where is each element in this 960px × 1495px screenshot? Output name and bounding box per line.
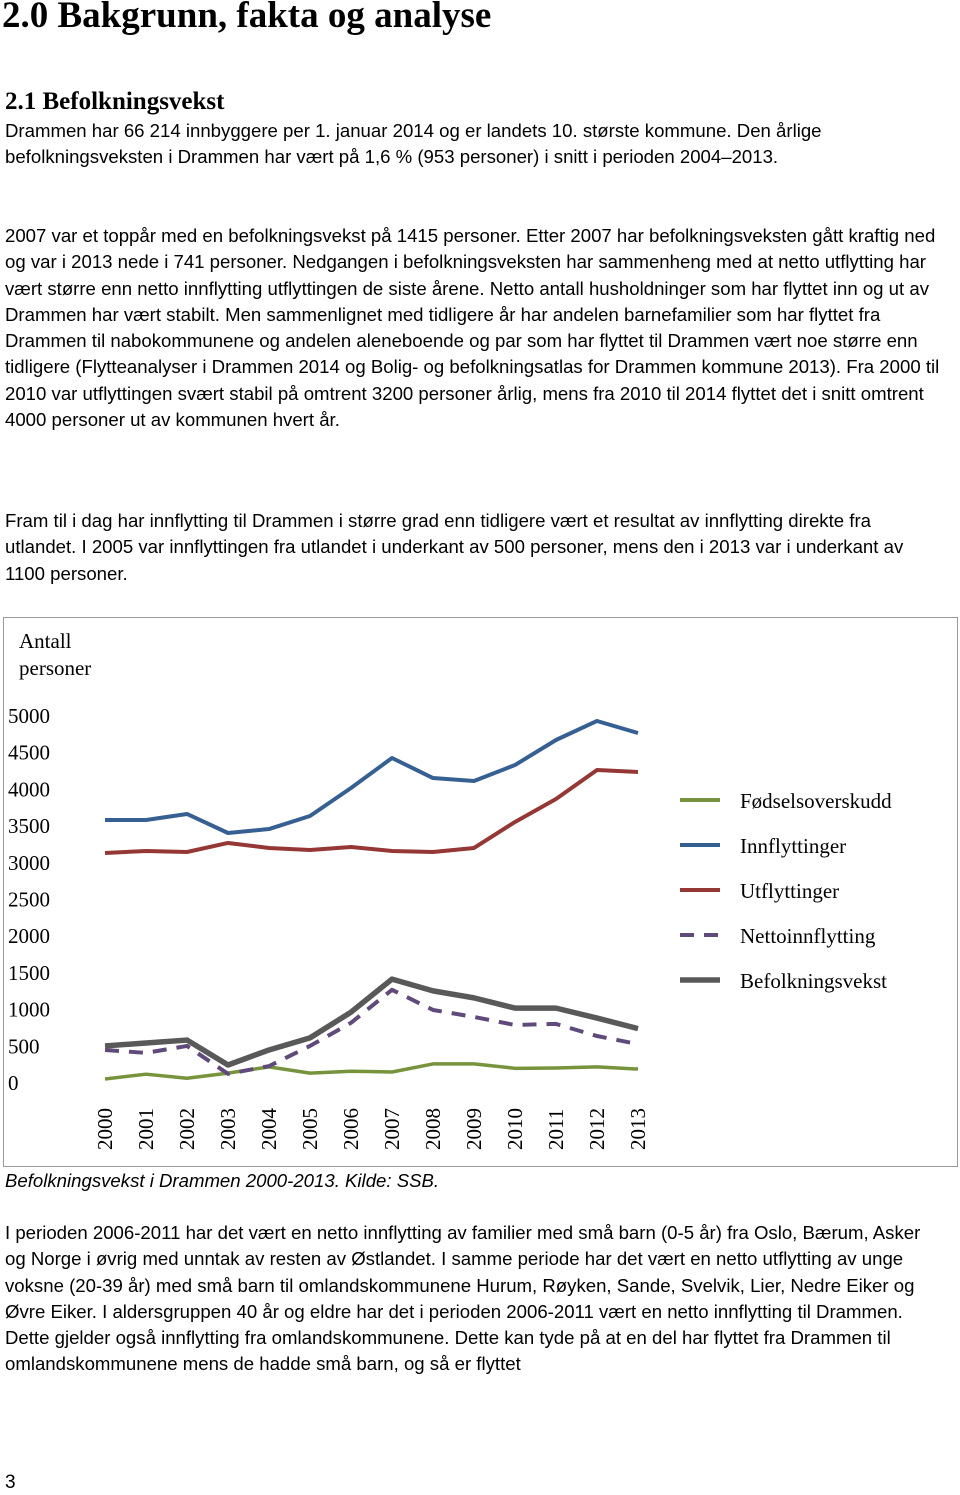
x-tick-label: 2005 — [298, 1108, 322, 1150]
legend-label: Utflyttinger — [740, 879, 839, 903]
x-tick-label: 2003 — [216, 1108, 240, 1150]
x-tick-label: 2002 — [175, 1108, 199, 1150]
series-line — [104, 976, 639, 1068]
x-tick-label: 2000 — [93, 1108, 117, 1150]
y-axis-title: Antall personer — [19, 629, 92, 680]
series-line — [104, 987, 639, 1076]
paragraph: I perioden 2006-2011 har det vært en net… — [5, 1222, 921, 1375]
x-tick-label: 2007 — [380, 1108, 404, 1150]
y-tick-label: 2500 — [8, 888, 50, 912]
x-tick-label: 2004 — [257, 1108, 281, 1151]
x-tick-label: 2012 — [585, 1108, 609, 1150]
y-tick-label: 4500 — [8, 741, 50, 765]
y-tick-label: 1500 — [8, 961, 50, 985]
y-tick-label: 0 — [8, 1071, 19, 1095]
x-tick-label: 2013 — [626, 1108, 650, 1150]
y-tick-label: 3000 — [8, 851, 50, 875]
series-line — [105, 718, 639, 835]
x-tick-label: 2009 — [462, 1108, 486, 1150]
x-tick-label: 2010 — [503, 1108, 527, 1150]
series-line — [104, 768, 639, 855]
x-tick-label: 2011 — [544, 1109, 568, 1150]
y-tick-label: 3500 — [8, 814, 50, 838]
chart: 0 500 1000 1500 2000 2500 3000 3500 4000 4500 5000… — [8, 704, 892, 1151]
paragraph: 2007 var et toppår med en befolkningsvek… — [5, 225, 940, 431]
legend-label: Fødselsoverskudd — [740, 789, 892, 813]
legend-label: Innflyttinger — [740, 834, 846, 858]
chart-box: Antall personer 0 500 1000 1500 2000 2500 3000… — [3, 617, 958, 1167]
y-tick-label: 4000 — [8, 777, 50, 801]
legend-label: Befolkningsvekst — [740, 969, 887, 993]
page-number: 3 — [5, 1472, 16, 1493]
paragraph: Drammen har 66 214 innbyggere per 1. jan… — [5, 120, 822, 168]
legend-label: Nettoinnflytting — [740, 924, 876, 948]
caption: Befolkningsvekst i Drammen 2000-2013. Ki… — [5, 1170, 440, 1191]
x-tick-label: 2008 — [421, 1108, 445, 1150]
x-tick-label: 2001 — [134, 1108, 158, 1150]
y-tick-label: 500 — [8, 1034, 40, 1058]
subheading: 2.1 Befolkningsvekst — [5, 88, 225, 115]
y-tick-label: 2000 — [8, 924, 50, 948]
heading: 2.0 Bakgrunn, fakta og analyse — [2, 0, 492, 36]
y-tick-label: 5000 — [8, 704, 50, 728]
x-tick-label: 2006 — [339, 1108, 363, 1150]
series-line — [104, 1062, 639, 1081]
y-tick-label: 1000 — [8, 998, 50, 1022]
paragraph: Fram til i dag har innflytting til Dramm… — [5, 510, 904, 584]
